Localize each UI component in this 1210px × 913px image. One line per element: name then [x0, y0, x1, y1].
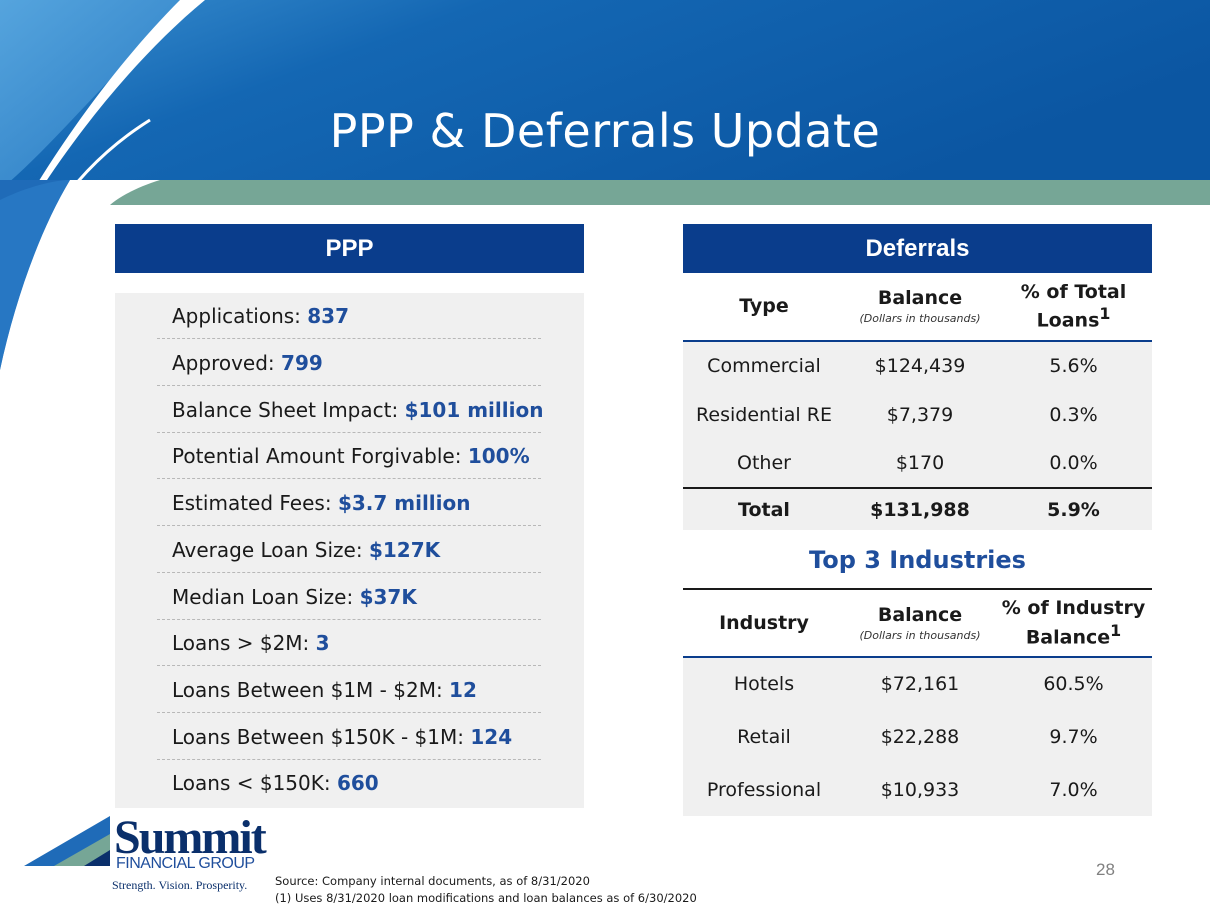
- cell-type: Residential RE: [683, 390, 845, 439]
- ppp-item-value: $37K: [359, 585, 417, 609]
- summit-logo: Summit FINANCIAL GROUP Strength. Vision.…: [24, 811, 267, 899]
- ppp-item-value: $127K: [368, 538, 441, 562]
- logo-tagline: Strength. Vision. Prosperity.: [112, 878, 248, 892]
- footnote-marker: 1: [1099, 304, 1111, 324]
- ppp-item-forgivable: Potential Amount Forgivable: 100%: [157, 433, 541, 479]
- industries-table: Industry Balance (Dollars in thousands) %…: [683, 588, 1152, 816]
- ppp-item-loans-under-150k: Loans < $150K: 660: [157, 760, 541, 806]
- header-label: Type: [739, 295, 789, 318]
- logo-subtitle: FINANCIAL GROUP: [116, 855, 255, 872]
- cell-balance: $124,439: [845, 341, 995, 390]
- ppp-item-label: Median Loan Size:: [172, 585, 354, 609]
- ppp-item-applications: Applications: 837: [157, 293, 541, 339]
- header-sublabel: (Dollars in thousands): [859, 628, 981, 642]
- cell-industry: Hotels: [683, 657, 845, 710]
- cell-pct: 7.0%: [995, 763, 1152, 816]
- ppp-item-value: $3.7 million: [337, 491, 471, 515]
- table-header-row: Industry Balance (Dollars in thousands) %…: [683, 589, 1152, 657]
- header-sublabel: (Dollars in thousands): [859, 312, 981, 326]
- ppp-item-median-loan: Median Loan Size: $37K: [157, 574, 541, 620]
- header-label: % of Total Loans: [1020, 280, 1127, 332]
- ppp-item-value: 12: [449, 678, 477, 702]
- ppp-item-value: 100%: [467, 444, 530, 468]
- cell-pct: 60.5%: [995, 657, 1152, 710]
- cell-balance: $22,288: [845, 710, 995, 763]
- page-number: 28: [1096, 860, 1115, 879]
- cell-type: Other: [683, 439, 845, 488]
- cell-balance: $10,933: [845, 763, 995, 816]
- table-row: Residential RE $7,379 0.3%: [683, 390, 1152, 439]
- source-note: Source: Company internal documents, as o…: [275, 874, 590, 888]
- cell-balance: $72,161: [845, 657, 995, 710]
- table-row: Retail $22,288 9.7%: [683, 710, 1152, 763]
- ppp-item-value: $101 million: [404, 398, 544, 422]
- ppp-list: Applications: 837 Approved: 799 Balance …: [115, 293, 584, 808]
- ppp-item-loans-1m-2m: Loans Between $1M - $2M: 12: [157, 667, 541, 713]
- cell-pct: 0.3%: [995, 390, 1152, 439]
- ppp-item-value: 3: [315, 631, 330, 655]
- ppp-item-label: Loans < $150K:: [172, 771, 331, 795]
- industries-heading: Top 3 Industries: [809, 546, 1026, 574]
- ppp-item-label: Loans Between $150K - $1M:: [172, 725, 464, 749]
- ppp-item-average-loan: Average Loan Size: $127K: [157, 527, 541, 573]
- column-header-industry: Industry: [683, 589, 845, 657]
- footnote-1: (1) Uses 8/31/2020 loan modifications an…: [275, 890, 697, 905]
- table-header-row: Type Balance (Dollars in thousands) % of …: [683, 273, 1152, 341]
- cell-industry: Professional: [683, 763, 845, 816]
- cell-pct: 0.0%: [995, 439, 1152, 488]
- ppp-item-label: Loans > $2M:: [172, 631, 310, 655]
- footnote-marker: 1: [1110, 620, 1122, 640]
- ppp-item-label: Estimated Fees:: [172, 491, 332, 515]
- cell-balance: $131,988: [845, 488, 995, 530]
- ppp-item-label: Balance Sheet Impact:: [172, 398, 399, 422]
- table-row: Other $170 0.0%: [683, 439, 1152, 488]
- ppp-item-value: 124: [470, 725, 513, 749]
- cell-balance: $170: [845, 439, 995, 488]
- ppp-item-label: Potential Amount Forgivable:: [172, 444, 462, 468]
- ppp-item-value: 837: [307, 304, 350, 328]
- cell-balance: $7,379: [845, 390, 995, 439]
- ppp-item-loans-over-2m: Loans > $2M: 3: [157, 620, 541, 666]
- ppp-item-label: Approved:: [172, 351, 275, 375]
- table-row: Commercial $124,439 5.6%: [683, 341, 1152, 390]
- deferrals-table: Type Balance (Dollars in thousands) % of …: [683, 273, 1152, 530]
- header-label: % of Industry Balance: [1001, 597, 1146, 649]
- ppp-item-loans-150k-1m: Loans Between $150K - $1M: 124: [157, 714, 541, 760]
- mountain-logo-icon: [24, 816, 110, 866]
- header-label: Industry: [719, 611, 809, 634]
- column-header-balance: Balance (Dollars in thousands): [845, 589, 995, 657]
- ppp-item-balance-sheet-impact: Balance Sheet Impact: $101 million: [157, 387, 544, 433]
- table-total-row: Total $131,988 5.9%: [683, 488, 1152, 530]
- ppp-heading: PPP: [115, 224, 584, 273]
- ppp-item-label: Loans Between $1M - $2M:: [172, 678, 443, 702]
- cell-pct: 5.9%: [995, 488, 1152, 530]
- header-label: Balance: [877, 603, 963, 626]
- cell-type: Commercial: [683, 341, 845, 390]
- ppp-item-approved: Approved: 799: [157, 340, 541, 386]
- ppp-item-value: 660: [336, 771, 379, 795]
- ppp-item-label: Applications:: [172, 304, 301, 328]
- header-label: Balance: [877, 287, 963, 310]
- logo-wordmark: Summit: [114, 811, 267, 864]
- ppp-item-value: 799: [281, 351, 323, 375]
- ppp-item-label: Average Loan Size:: [172, 538, 363, 562]
- table-row: Professional $10,933 7.0%: [683, 763, 1152, 816]
- left-swoosh: [0, 180, 70, 370]
- cell-pct: 5.6%: [995, 341, 1152, 390]
- column-header-pct: % of Total Loans1: [995, 273, 1152, 341]
- header-background: [0, 0, 1210, 260]
- column-header-balance: Balance (Dollars in thousands): [845, 273, 995, 341]
- column-header-pct: % of Industry Balance1: [995, 589, 1152, 657]
- footnotes: Source: Company internal documents, as o…: [275, 873, 697, 906]
- cell-pct: 9.7%: [995, 710, 1152, 763]
- table-row: Hotels $72,161 60.5%: [683, 657, 1152, 710]
- deferrals-heading: Deferrals: [683, 224, 1152, 273]
- cell-type: Total: [683, 488, 845, 530]
- cell-industry: Retail: [683, 710, 845, 763]
- slide-title: PPP & Deferrals Update: [329, 104, 881, 158]
- column-header-type: Type: [683, 273, 845, 341]
- ppp-item-estimated-fees: Estimated Fees: $3.7 million: [157, 480, 541, 526]
